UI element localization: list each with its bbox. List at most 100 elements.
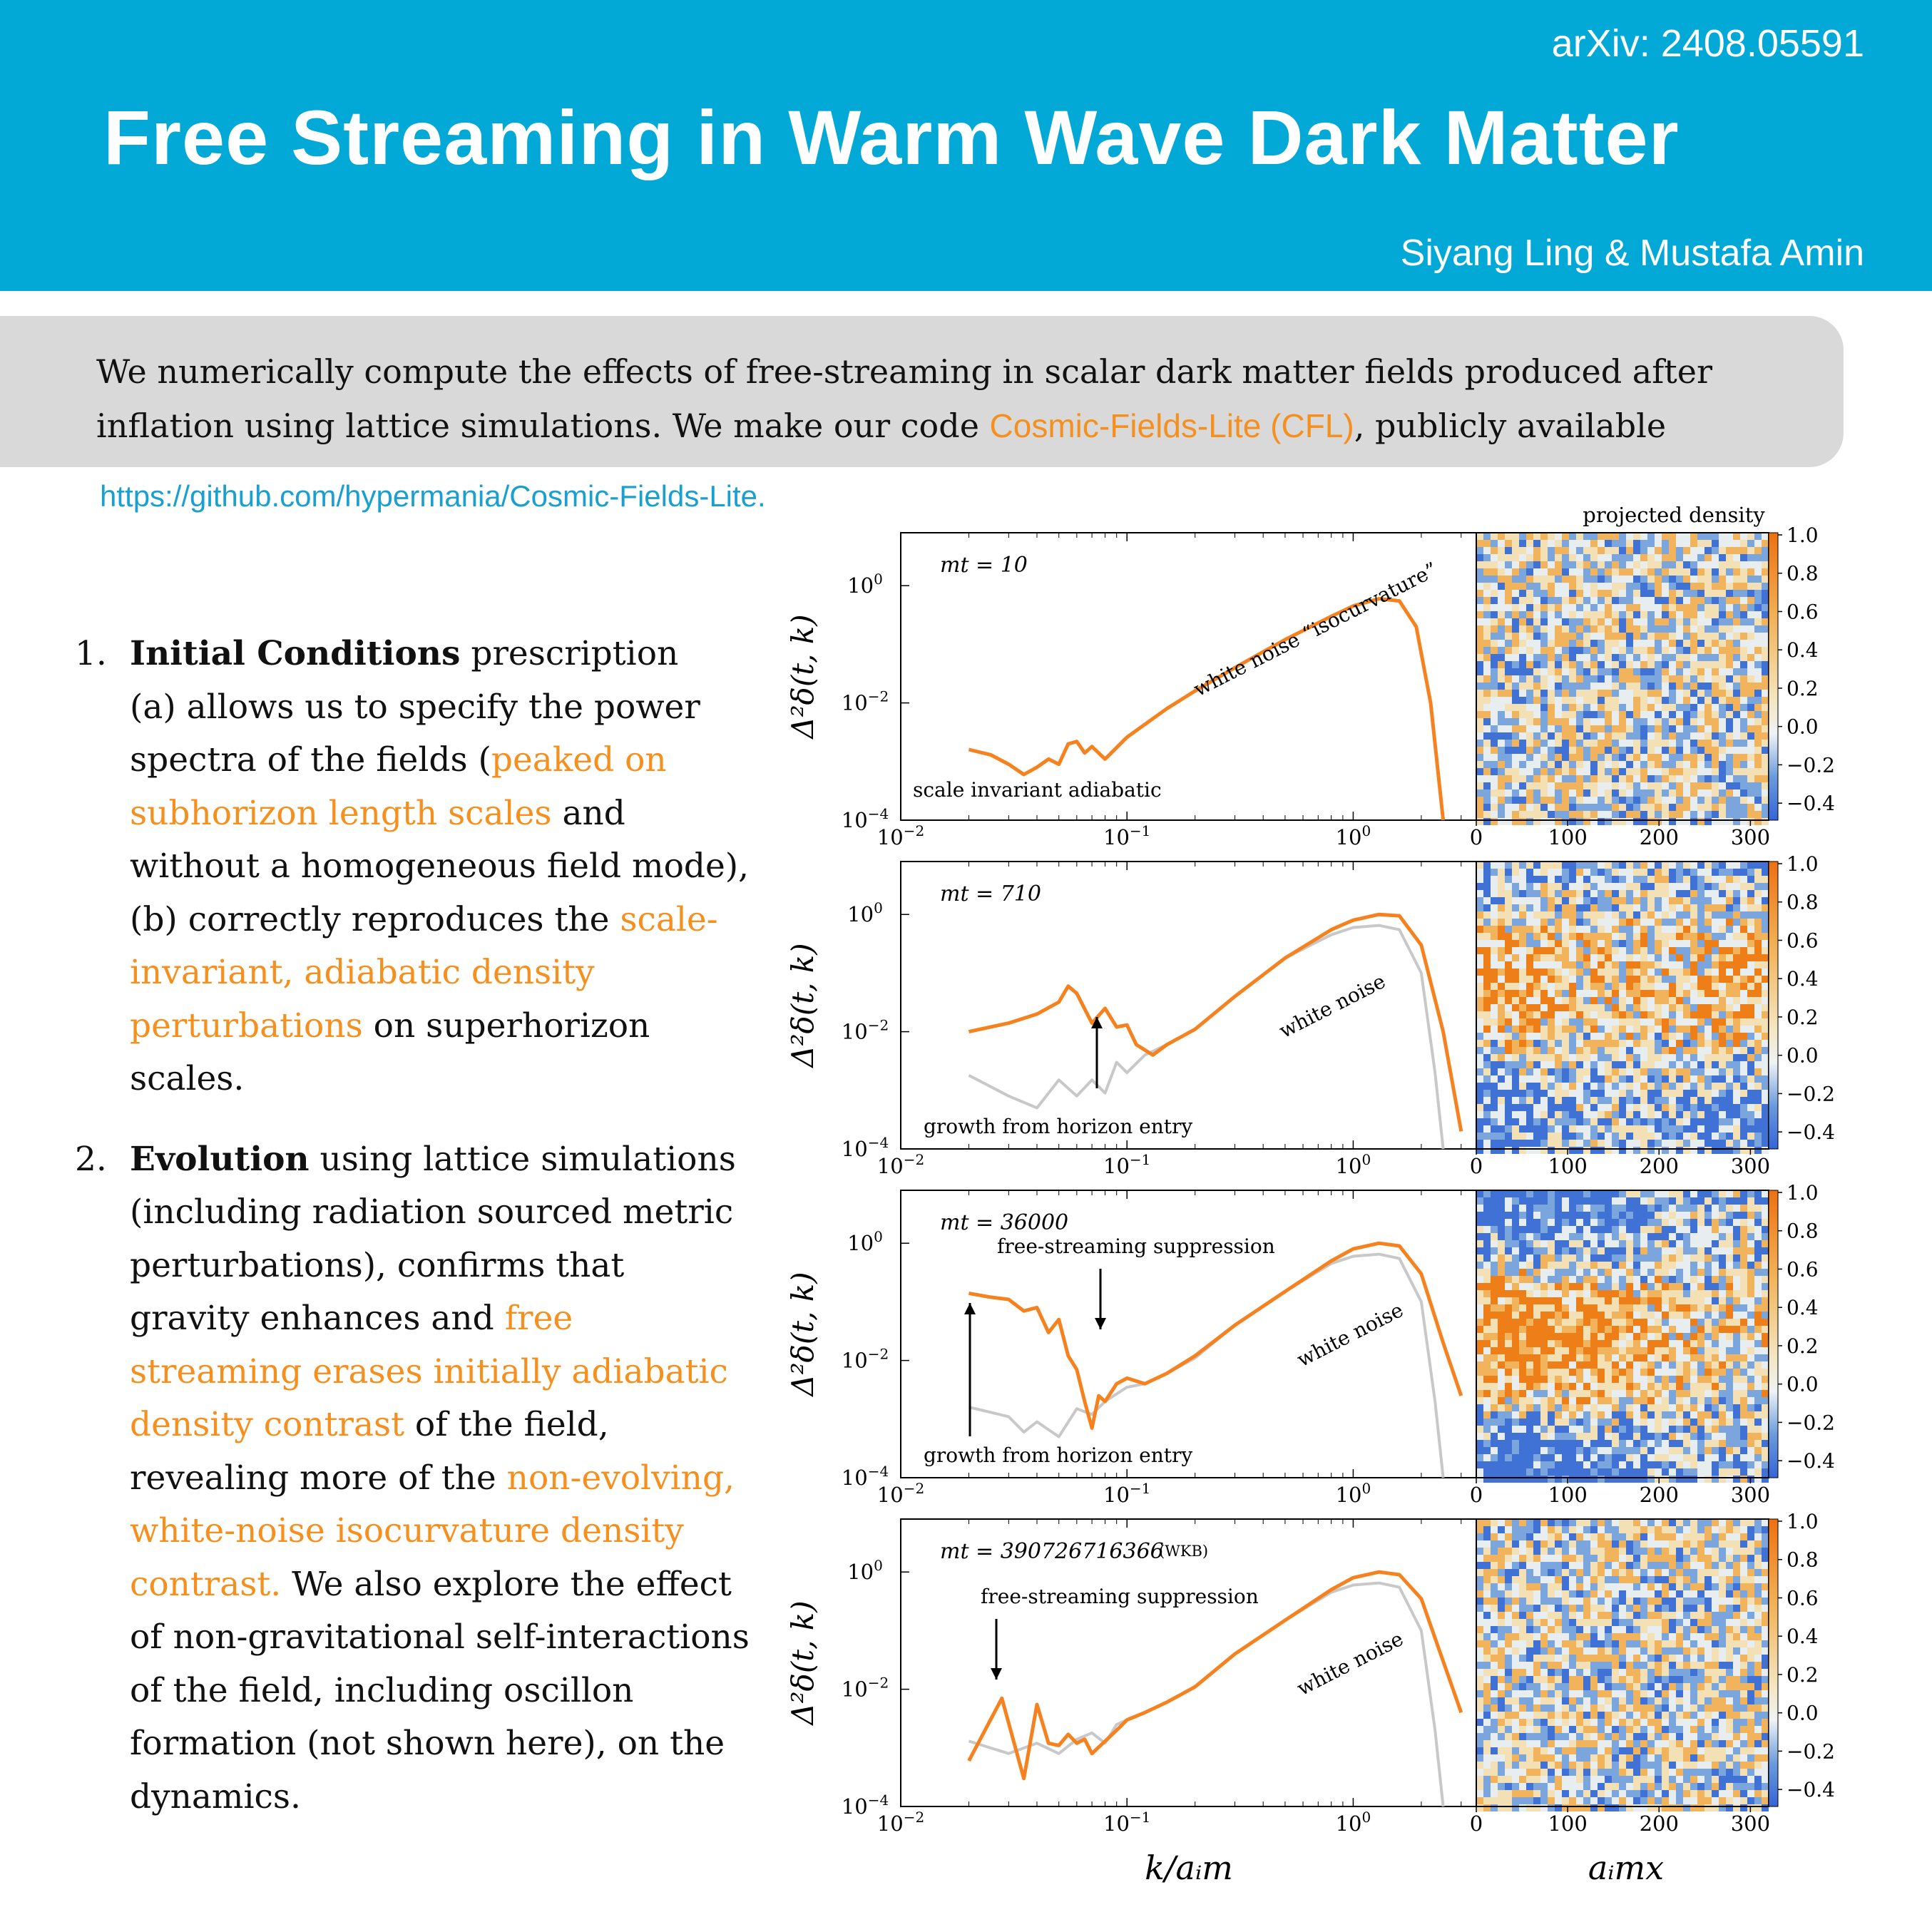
- heatmap-cell: [1533, 1354, 1540, 1361]
- heatmap-cell: [1519, 540, 1526, 547]
- heatmap-cell: [1476, 1312, 1483, 1319]
- heatmap-cell: [1626, 1312, 1633, 1319]
- heatmap-cell: [1526, 1340, 1533, 1347]
- heatmap-cell: [1476, 1262, 1483, 1269]
- heatmap-cell: [1726, 961, 1733, 968]
- heatmap-cell: [1676, 1018, 1683, 1026]
- heatmap-cell: [1476, 1433, 1483, 1440]
- heatmap-cell: [1683, 933, 1690, 940]
- heatmap-cell: [1576, 883, 1583, 890]
- heatmap-cell: [1676, 1390, 1683, 1397]
- heatmap-cell: [1576, 976, 1583, 983]
- heatmap-cell: [1512, 919, 1519, 926]
- heatmap-cell: [1733, 919, 1740, 926]
- heatmap-cell: [1683, 697, 1690, 704]
- heatmap-cell: [1526, 761, 1533, 768]
- heatmap-cell: [1690, 625, 1697, 633]
- heatmap-cell: [1605, 1361, 1612, 1369]
- heatmap-cell: [1583, 640, 1590, 647]
- heatmap-cell: [1647, 1075, 1655, 1083]
- heatmap-cell: [1726, 1125, 1733, 1133]
- heatmap-cell: [1605, 1026, 1612, 1033]
- heatmap-cell: [1583, 919, 1590, 926]
- heatmap-cell: [1640, 811, 1647, 818]
- heatmap-cell: [1491, 997, 1498, 1004]
- heatmap-cell: [1676, 890, 1683, 897]
- heatmap-cell: [1619, 968, 1626, 976]
- heatmap-cell: [1598, 1290, 1605, 1297]
- heatmap-cell: [1505, 797, 1512, 804]
- heatmap-cell: [1505, 1269, 1512, 1276]
- heatmap-cell: [1626, 1233, 1633, 1240]
- heatmap-cell: [1598, 1254, 1605, 1262]
- x-tick-label: 10−1: [1103, 1151, 1150, 1178]
- heatmap-cell: [1590, 1033, 1598, 1040]
- heatmap-cell: [1612, 675, 1619, 683]
- heatmap-cell: [1676, 797, 1683, 804]
- heatmap-cell: [1505, 1061, 1512, 1068]
- heatmap-cell: [1726, 1054, 1733, 1061]
- heatmap-cell: [1726, 583, 1733, 590]
- heatmap-cell: [1526, 983, 1533, 990]
- heatmap-cell: [1498, 983, 1505, 990]
- heatmap-cell: [1598, 1125, 1605, 1133]
- heatmap-cell: [1569, 797, 1576, 804]
- heatmap-cell: [1640, 611, 1647, 618]
- heatmap-cell: [1562, 1369, 1569, 1376]
- heatmap-cell: [1619, 768, 1626, 775]
- heatmap-cell: [1619, 876, 1626, 883]
- heatmap-cell: [1498, 1212, 1505, 1219]
- heatmap-cell: [1583, 811, 1590, 818]
- heatmap-cell: [1612, 961, 1619, 968]
- heatmap-cell: [1619, 1140, 1626, 1147]
- heatmap-cell: [1704, 1240, 1712, 1247]
- heatmap-cell: [1505, 740, 1512, 747]
- heatmap-cell: [1540, 540, 1548, 547]
- heatmap-cell: [1662, 554, 1669, 561]
- heatmap-cell: [1704, 1269, 1712, 1276]
- heatmap-cell: [1498, 876, 1505, 883]
- heatmap-cell: [1697, 554, 1704, 561]
- heatmap-cell: [1655, 782, 1662, 789]
- heatmap-cell: [1612, 1411, 1619, 1419]
- heatmap-cell: [1712, 1276, 1719, 1283]
- heatmap-cell: [1483, 711, 1491, 718]
- heatmap-cell: [1491, 1097, 1498, 1104]
- heatmap-cell: [1562, 576, 1569, 583]
- heatmap-cell: [1747, 862, 1754, 869]
- heatmap-cell: [1598, 1326, 1605, 1333]
- heatmap-cell: [1526, 1011, 1533, 1018]
- x-tick-label: 0: [1470, 1154, 1483, 1178]
- heatmap-cell: [1640, 1333, 1647, 1340]
- heatmap-cell: [1719, 1040, 1726, 1047]
- heatmap-cell: [1726, 1061, 1733, 1068]
- heatmap-cell: [1540, 604, 1548, 611]
- heatmap-cell: [1712, 1369, 1719, 1376]
- heatmap-cell: [1540, 1140, 1548, 1147]
- heatmap-cell: [1726, 690, 1733, 697]
- heatmap-cell: [1697, 919, 1704, 926]
- heatmap-cell: [1754, 1083, 1762, 1090]
- heatmap-cell: [1683, 1118, 1690, 1125]
- heatmap-cell: [1540, 1125, 1548, 1133]
- heatmap-cell: [1733, 1205, 1740, 1212]
- heatmap-cell: [1633, 647, 1640, 654]
- heatmap-cell: [1498, 590, 1505, 597]
- heatmap-cell: [1483, 1297, 1491, 1304]
- heatmap-cell: [1476, 683, 1483, 690]
- heatmap-cell: [1704, 1111, 1712, 1118]
- heatmap-cell: [1612, 583, 1619, 590]
- heatmap-cell: [1669, 1068, 1676, 1075]
- heatmap-cell: [1590, 654, 1598, 661]
- heatmap-cell: [1712, 1269, 1719, 1276]
- heatmap-cell: [1647, 597, 1655, 604]
- heatmap-cell: [1762, 911, 1769, 919]
- heatmap-cell: [1733, 926, 1740, 933]
- repository-link[interactable]: https://github.com/hypermania/Cosmic-Fie…: [100, 479, 766, 513]
- heatmap-cell: [1519, 1262, 1526, 1269]
- heatmap-cell: [1526, 1097, 1533, 1104]
- heatmap-cell: [1633, 1226, 1640, 1233]
- heatmap-cell: [1733, 1354, 1740, 1361]
- heatmap-cell: [1533, 1040, 1540, 1047]
- heatmap-cell: [1719, 1290, 1726, 1297]
